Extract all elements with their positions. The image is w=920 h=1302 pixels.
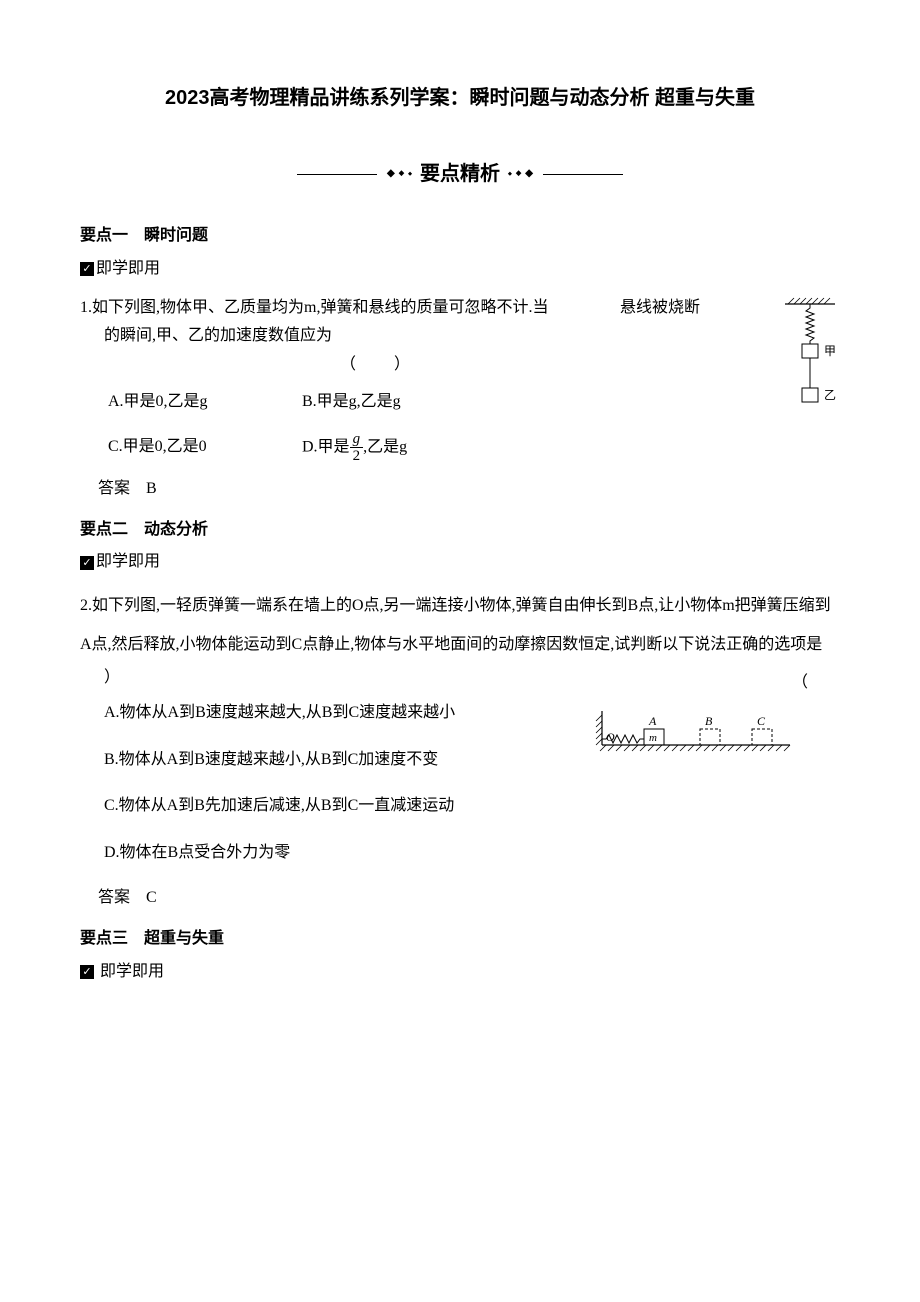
label-jia: 甲 [824, 344, 836, 358]
point3-heading: 要点三 超重与失重 [80, 925, 840, 954]
checkbox-icon: ✓ [80, 556, 94, 570]
q2-answer: 答案 C [80, 884, 840, 913]
diamond-icon: ◆ [408, 170, 412, 179]
point3-subheading: ✓ 即学即用 [80, 958, 840, 987]
spring-pendulum-diagram: 甲 乙 [780, 294, 840, 424]
label-C: C [757, 714, 766, 728]
q2-number: 2. [80, 597, 92, 614]
q1-blank: （ ） [80, 351, 840, 380]
q1-option-d: D.甲是g2,乙是g [302, 431, 492, 465]
q2-option-c: C.物体从A到B先加速后减速,从B到C一直减速运动 [80, 792, 840, 821]
q2-option-d: D.物体在B点受合外力为零 [80, 839, 840, 868]
section-divider-label: 要点精析 [420, 156, 500, 192]
point2-heading: 要点二 动态分析 [80, 516, 840, 545]
spring-wall-diagram: O m A B C [592, 709, 792, 759]
section-divider: ◆ ◆ ◆ 要点精析 ◆ ◆ ◆ [80, 156, 840, 192]
q2-text: 如下列图,一轻质弹簧一端系在墙上的O点,另一端连接小物体,弹簧自由伸长到B点,让… [80, 597, 831, 652]
q1-text-1: 如下列图,物体甲、乙质量均为m,弹簧和悬线的质量可忽略不计.当 [92, 299, 548, 316]
q1-number: 1. [80, 299, 92, 316]
label-B: B [705, 714, 713, 728]
point1-heading: 要点一 瞬时问题 [80, 222, 840, 251]
question-1: 甲 乙 1.如下列图,物体甲、乙质量均为m,弹簧和悬线的质量可忽略不计.当 悬线… [80, 294, 840, 504]
q2-rparen: （ [792, 664, 840, 702]
checkbox-icon: ✓ [80, 965, 94, 979]
q1-text-1r: 悬线被烧断 [620, 294, 700, 323]
diamond-icon: ◆ [516, 168, 521, 181]
checkbox-icon: ✓ [80, 262, 94, 276]
page-title: 2023高考物理精品讲练系列学案：瞬时问题与动态分析 超重与失重 [80, 80, 840, 116]
label-yi: 乙 [824, 388, 836, 402]
diamond-icon: ◆ [508, 170, 512, 179]
divider-line-left [297, 174, 377, 175]
point2-sub-label: 即学即用 [96, 553, 160, 570]
point2-subheading: ✓即学即用 [80, 548, 840, 577]
point3-sub-label: 即学即用 [100, 963, 164, 980]
q1-option-b: B.甲是g,乙是g [302, 388, 492, 417]
point1-sub-label: 即学即用 [96, 260, 160, 277]
diamond-icon: ◆ [399, 168, 404, 181]
diamond-icon: ◆ [387, 165, 395, 183]
divider-line-right [543, 174, 623, 175]
label-A: A [648, 714, 657, 728]
q1-option-a: A.甲是0,乙是g [108, 388, 298, 417]
point1-subheading: ✓即学即用 [80, 255, 840, 284]
q1-answer: 答案 B [80, 475, 840, 504]
q1-option-c: C.甲是0,乙是0 [108, 433, 298, 462]
diamond-icon: ◆ [525, 165, 533, 183]
q1-text-2: 的瞬间,甲、乙的加速度数值应为 [80, 322, 840, 351]
q2-rparen2: ） [80, 664, 840, 693]
question-2: 2.如下列图,一轻质弹簧一端系在墙上的O点,另一端连接小物体,弹簧自由伸长到B点… [80, 587, 840, 913]
label-m: m [649, 732, 657, 744]
